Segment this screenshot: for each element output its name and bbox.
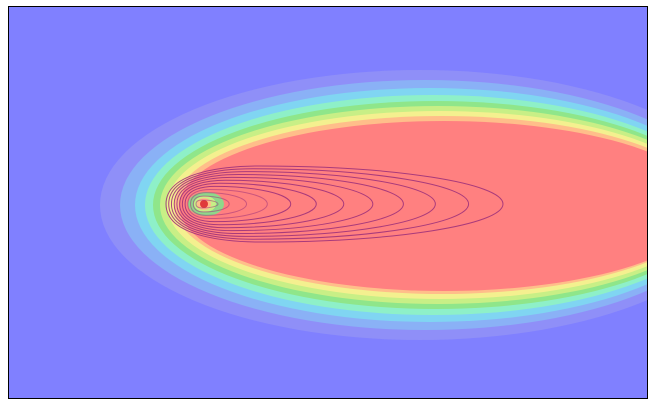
contour-line-11	[168, 168, 470, 240]
contour-band-9	[179, 121, 648, 291]
contour-line-6	[181, 182, 317, 226]
contour-line-3	[190, 192, 248, 216]
contour-line-9	[173, 173, 404, 235]
contour-line-10	[170, 171, 436, 237]
contour-line-12	[165, 165, 504, 243]
contour-line-2	[192, 195, 230, 213]
plot-border	[8, 6, 648, 399]
contour-line-1	[195, 199, 219, 209]
contour-line-8	[176, 176, 374, 232]
source-core-4	[200, 200, 208, 208]
contour-line-4	[187, 188, 268, 220]
contour-line-7	[179, 179, 345, 229]
contour-line-5	[184, 185, 292, 223]
